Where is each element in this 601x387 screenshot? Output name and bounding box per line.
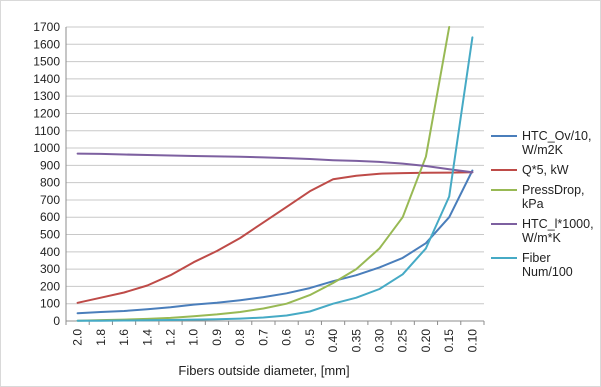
x-tick-label: 0.40 [326,329,340,353]
legend-item: HTC_Ov/10,W/m2K [491,129,591,157]
x-tick-label: 1.2 [164,329,178,346]
legend-label: W/m2K [522,143,564,157]
x-tick-label: 1.0 [187,329,201,346]
series-line [76,152,474,174]
legend-label: Num/100 [522,265,573,279]
x-tick-label: 0.15 [442,329,456,353]
y-tick-label: 1400 [33,72,60,86]
x-tick-label: 0.8 [233,329,247,346]
legend-item: Q*5, kW [491,163,569,177]
y-tick-label: 1500 [33,55,60,69]
y-tick-label: 1300 [33,89,60,103]
series-line [76,169,474,315]
legend-label: HTC_Ov/10, [522,129,591,143]
y-tick-label: 800 [40,176,60,190]
axes [65,27,485,325]
legend: HTC_Ov/10,W/m2K Q*5, kW PressDrop,kPa HTC_l… [491,129,594,279]
legend-item: PressDrop,kPa [491,183,585,211]
y-tick-label: 700 [40,193,60,207]
y-tick-label: 1000 [33,141,60,155]
x-tick-label: 1.6 [117,329,131,346]
legend-label: W/m*K [522,231,562,245]
y-tick-label: 1100 [34,124,60,138]
x-tick-label: 0.9 [210,329,224,346]
gridlines [66,26,484,305]
x-tick-label: 0.35 [349,329,363,353]
y-axis-ticks: 0 100 200 300 400 500 600 700 800 900 1000 1100 1200… [33,20,60,328]
x-tick-label: 0.6 [280,329,294,346]
legend-label: Fiber [522,251,550,265]
legend-label: PressDrop, [522,183,585,197]
x-tick-label: 1.8 [94,329,108,346]
series-lines [76,26,474,322]
x-tick-label: 0.5 [303,329,317,346]
x-tick-label: 0.10 [465,329,479,353]
x-tick-label: 1.4 [140,329,154,346]
series-line [76,171,474,304]
x-tick-label: 0.30 [373,329,387,353]
y-tick-label: 0 [53,314,60,328]
legend-label: HTC_l*1000, [522,217,594,231]
y-tick-label: 900 [40,158,60,172]
y-tick-label: 600 [40,210,60,224]
legend-label: kPa [522,197,544,211]
y-tick-label: 500 [40,228,60,242]
x-tick-label: 0.25 [396,329,410,353]
x-tick-label: 0.7 [256,329,270,346]
y-tick-label: 300 [40,262,60,276]
x-tick-label: 0.20 [419,329,433,353]
legend-label: Q*5, kW [522,163,569,177]
x-axis-title: Fibers outside diameter, [mm] [178,363,349,378]
y-tick-label: 1700 [33,20,60,34]
x-axis-ticks: 2.0 1.8 1.6 1.4 1.2 1.0 0.9 0.8 0.7 0.6 0.5 0.40 0.3… [71,329,480,353]
legend-item: HTC_l*1000,W/m*K [491,217,594,245]
y-tick-label: 200 [40,279,60,293]
series-line [76,26,451,322]
x-tick-label: 2.0 [71,329,85,346]
y-tick-label: 1600 [33,37,60,51]
y-tick-label: 400 [40,245,60,259]
y-tick-label: 1200 [33,106,60,120]
series-line [76,36,474,322]
y-tick-label: 100 [40,297,60,311]
